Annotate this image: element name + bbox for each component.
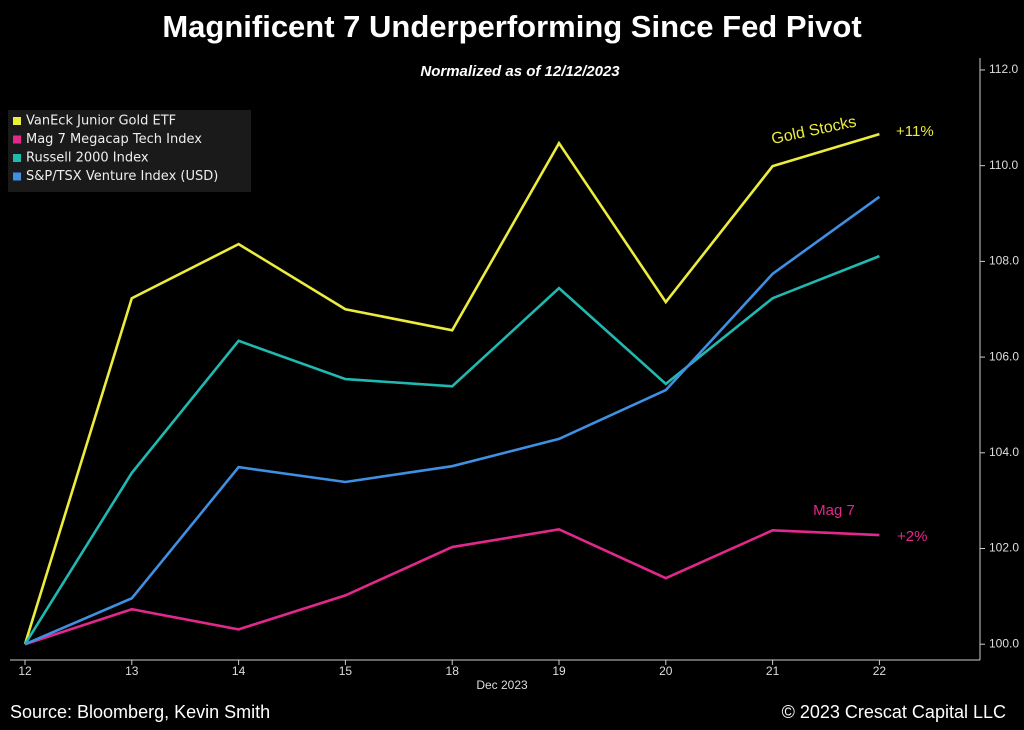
legend: VanEck Junior Gold ETF Mag 7 Megacap Tech… bbox=[8, 110, 251, 192]
source: Source: Bloomberg, Kevin Smith bbox=[10, 702, 270, 722]
legend-label: VanEck Junior Gold ETF bbox=[26, 114, 176, 129]
y-tick-label: 112.0 bbox=[989, 62, 1018, 76]
y-tick-label: 104.0 bbox=[989, 445, 1019, 459]
y-tick-label: 102.0 bbox=[989, 541, 1019, 555]
x-tick-label: 20 bbox=[659, 664, 673, 678]
annotation: +11% bbox=[896, 123, 934, 140]
x-tick-label: 18 bbox=[446, 664, 460, 678]
x-tick-label: 12 bbox=[18, 664, 32, 678]
legend-label: Russell 2000 Index bbox=[26, 151, 149, 166]
annotation: +2% bbox=[897, 528, 927, 545]
x-tick-label: 22 bbox=[873, 664, 887, 678]
legend-swatch bbox=[13, 172, 21, 181]
x-tick-label: 15 bbox=[339, 664, 353, 678]
copyright: © 2023 Crescat Capital LLC bbox=[782, 702, 1006, 722]
y-tick-label: 100.0 bbox=[989, 636, 1019, 650]
legend-swatch bbox=[13, 135, 21, 144]
series-line bbox=[24, 195, 881, 646]
series-line bbox=[23, 254, 880, 645]
legend-label: S&P/TSX Venture Index (USD) bbox=[26, 169, 218, 184]
x-tick-label: 19 bbox=[552, 664, 566, 678]
y-tick-label: 106.0 bbox=[989, 349, 1019, 363]
annotation: Mag 7 bbox=[813, 502, 855, 519]
legend-swatch bbox=[13, 154, 21, 162]
legend-box bbox=[8, 110, 251, 192]
y-tick-label: 108.0 bbox=[989, 254, 1019, 268]
x-axis-label: Dec 2023 bbox=[476, 678, 528, 692]
y-tick-label: 110.0 bbox=[989, 158, 1018, 172]
x-tick-label: 21 bbox=[766, 664, 780, 678]
chart-subtitle: Normalized as of 12/12/2023 bbox=[420, 63, 620, 80]
series-line bbox=[24, 528, 880, 646]
x-tick-label: 13 bbox=[125, 664, 139, 678]
legend-swatch bbox=[13, 117, 21, 125]
legend-label: Mag 7 Megacap Tech Index bbox=[26, 132, 202, 147]
series-line bbox=[23, 132, 880, 645]
x-tick-label: 14 bbox=[232, 664, 246, 678]
chart-title: Magnificent 7 Underperforming Since Fed … bbox=[162, 9, 861, 44]
